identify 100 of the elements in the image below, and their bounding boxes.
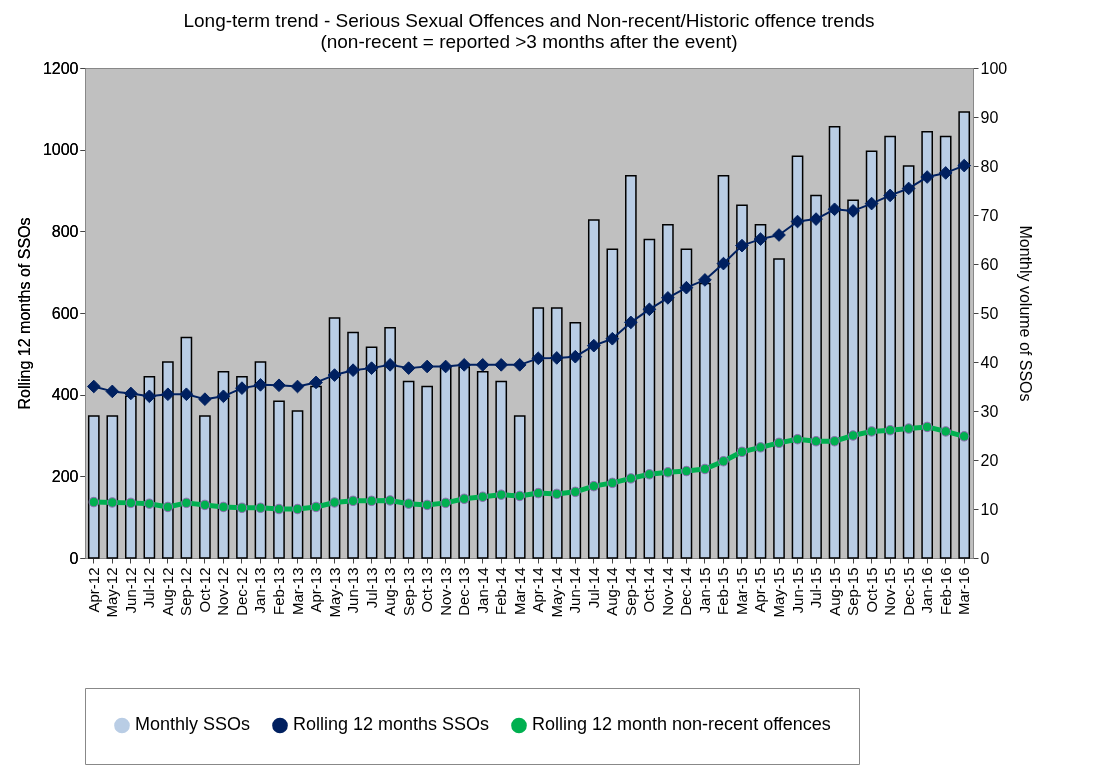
x-tick-label: Feb-13 (269, 567, 287, 616)
point (421, 499, 433, 511)
x-tick-label: Nov-15 (881, 567, 899, 616)
x-tick-label: Feb-15 (714, 567, 732, 616)
point (940, 426, 951, 437)
point (290, 379, 305, 394)
bar (625, 175, 637, 559)
bar (921, 130, 934, 559)
y2-tick-label: 20 (980, 451, 999, 469)
point (607, 477, 618, 489)
point (309, 375, 323, 390)
point (846, 204, 860, 218)
x-tick-label: Sep-15 (844, 567, 862, 616)
x-tick-label: Nov-13 (436, 567, 454, 616)
bar (87, 415, 100, 559)
x-tick-label: Mar-16 (955, 567, 973, 616)
point (570, 486, 581, 498)
bar (736, 204, 748, 559)
point (679, 280, 694, 295)
point (347, 495, 359, 507)
x-tick-label: Dec-14 (677, 567, 695, 616)
x-tick-label: Oct-14 (640, 567, 658, 613)
point (198, 392, 212, 406)
x-tick-label: Jun-15 (788, 567, 806, 614)
point (551, 488, 563, 500)
point (866, 426, 877, 437)
point (457, 358, 472, 372)
bar (550, 307, 563, 559)
point (161, 387, 175, 402)
bar (587, 219, 600, 559)
point (105, 384, 120, 399)
point (755, 442, 766, 453)
x-tick-label: Feb-14 (492, 567, 510, 616)
point (162, 501, 174, 513)
point (199, 499, 211, 511)
point (586, 338, 601, 353)
point (884, 424, 896, 436)
point (531, 351, 546, 366)
point (810, 435, 822, 447)
x-tick-label: Mar-14 (510, 567, 528, 616)
bar (402, 380, 415, 559)
bar (273, 400, 285, 559)
bar (310, 385, 322, 559)
point (364, 361, 379, 375)
point (383, 358, 397, 372)
bar (773, 258, 785, 559)
point (181, 497, 192, 509)
x-tick-label: Jul-13 (362, 567, 380, 609)
bar (124, 395, 137, 559)
point (938, 166, 953, 180)
bar (458, 366, 471, 559)
y2-tick-label: 0 (980, 549, 990, 567)
bar (476, 371, 489, 559)
bar (439, 366, 452, 559)
x-tick-label: Dec-15 (899, 567, 917, 616)
x-tick-label: Jan-15 (695, 567, 713, 614)
point (384, 495, 396, 506)
x-tick-label: Oct-13 (418, 567, 436, 613)
point (792, 433, 803, 445)
point (124, 386, 138, 401)
point (477, 491, 488, 502)
point (847, 430, 859, 441)
point (864, 196, 879, 211)
x-tick-label: Sep-13 (399, 567, 417, 616)
y-tick-label: 600 (51, 304, 79, 322)
point (772, 228, 786, 242)
point (698, 273, 712, 287)
point (624, 315, 638, 330)
y2-tick-label: 30 (980, 402, 999, 420)
y2-axis-title: Monthly volume of SSOs (1017, 225, 1035, 402)
bar (717, 175, 730, 559)
bar (643, 238, 656, 559)
y-tick-label: 0 (69, 549, 79, 567)
point (310, 501, 322, 513)
y2-tick-label: 90 (980, 108, 999, 126)
point (958, 431, 970, 442)
point (458, 493, 470, 505)
point (255, 502, 266, 514)
bar (847, 199, 859, 559)
point (588, 480, 600, 492)
bar (291, 410, 304, 559)
legend-label: Rolling 12 month non-recent offences (532, 714, 831, 735)
point (827, 202, 842, 217)
point (512, 358, 527, 372)
point (329, 497, 340, 508)
x-tick-label: Oct-15 (862, 567, 880, 613)
x-tick-label: May-12 (103, 567, 121, 618)
point (142, 389, 157, 404)
point (736, 446, 748, 458)
bar (495, 380, 508, 559)
bar (902, 165, 915, 559)
x-tick-label: Aug-12 (158, 567, 176, 616)
bar (384, 326, 396, 559)
x-tick-label: Mar-15 (732, 567, 750, 616)
point (901, 181, 916, 196)
y2-tick-label: 40 (980, 353, 999, 371)
point (790, 214, 805, 229)
point (440, 497, 451, 509)
point (568, 349, 583, 364)
x-tick-label: Jul-12 (140, 567, 158, 609)
